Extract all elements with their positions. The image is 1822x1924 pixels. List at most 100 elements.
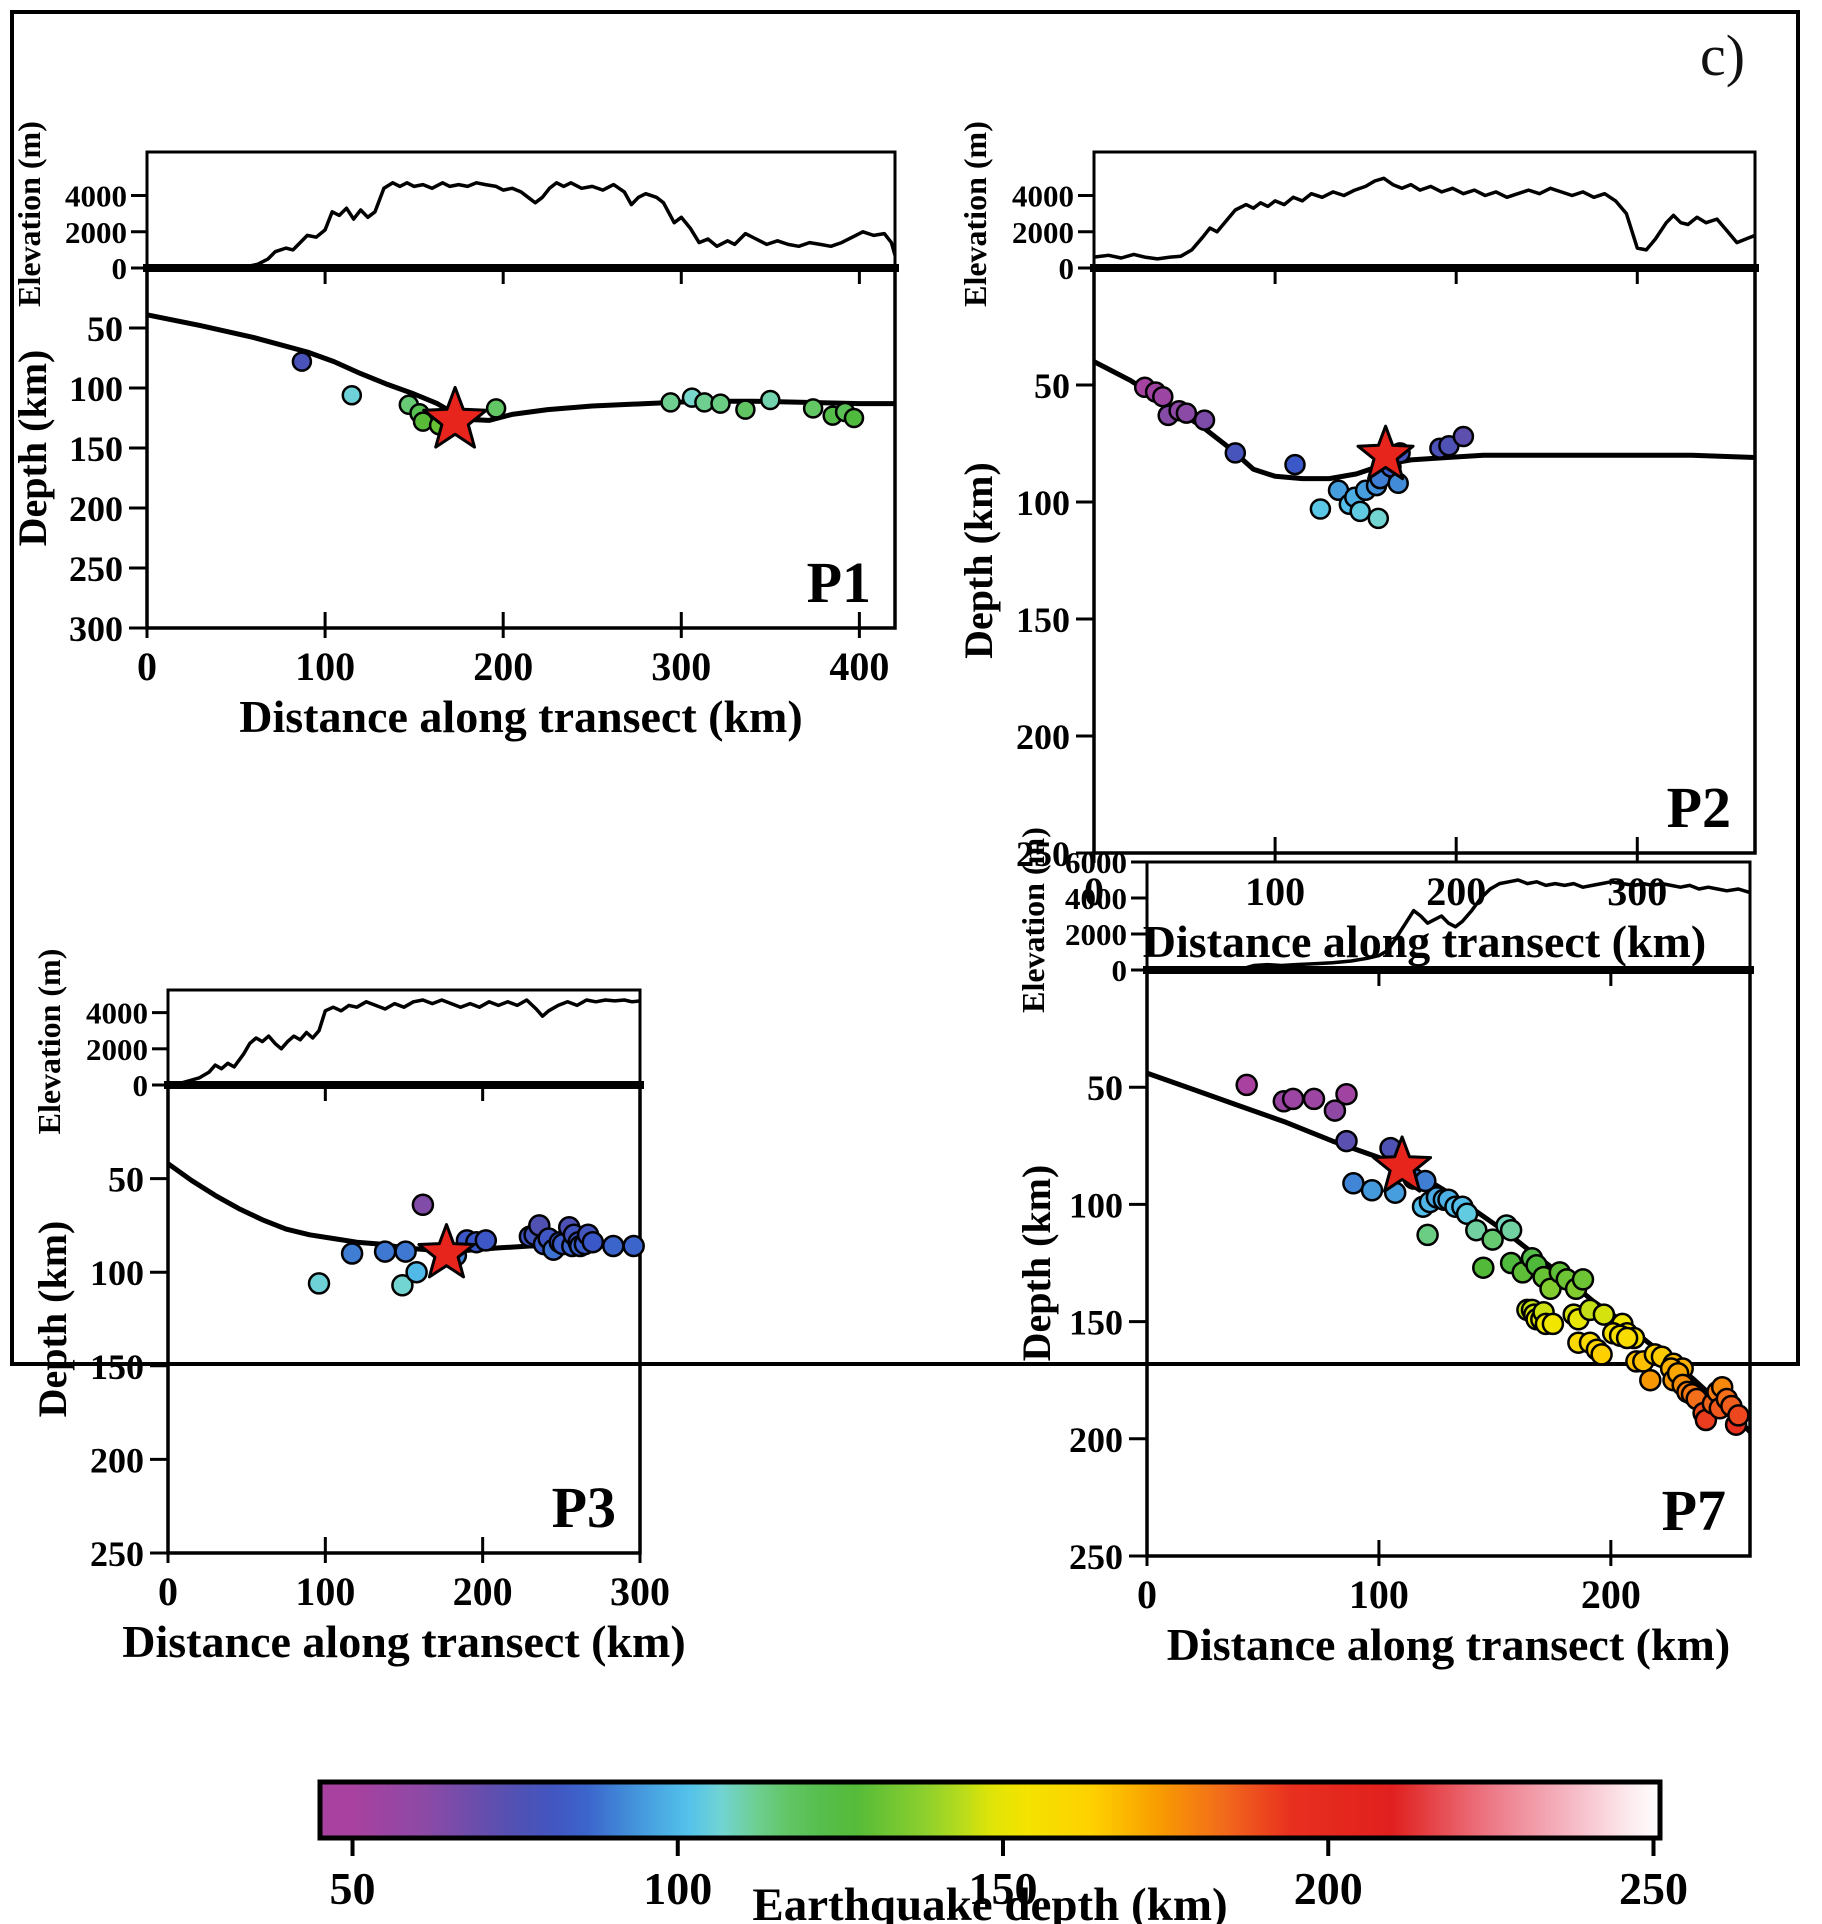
earthquake-point: [1193, 409, 1216, 431]
depth-tick-label: 200: [1069, 1420, 1123, 1460]
elevation-tick-label: 2000: [1065, 917, 1127, 952]
x-axis-title: Distance along transect (km): [1167, 1619, 1730, 1670]
earthquake-point: [1335, 1129, 1358, 1153]
depth-tick-label: 100: [90, 1253, 144, 1293]
earthquake-point: [710, 393, 731, 414]
elevation-tick-label: 4000: [86, 996, 148, 1031]
depth-tick-label: 50: [1034, 366, 1070, 406]
earthquake-point: [660, 392, 681, 413]
x-tick-label: 0: [158, 1569, 178, 1614]
mainshock-star: [417, 1223, 476, 1279]
x-tick-label: 0: [137, 644, 157, 689]
earthquake-point: [1309, 498, 1332, 520]
earthquake-point: [1639, 1368, 1662, 1392]
colorbar-tick-label: 50: [330, 1863, 376, 1914]
x-tick-label: 300: [651, 644, 711, 689]
x-axis-title: Distance along transect (km): [122, 1616, 685, 1667]
elevation-tick-label: 2000: [65, 215, 127, 250]
earthquake-point: [1284, 453, 1306, 476]
earthquake-point: [307, 1272, 331, 1295]
earthquake-point: [1539, 1277, 1562, 1301]
earthquake-point: [1465, 1218, 1488, 1242]
earthquake-point: [485, 398, 507, 419]
earthquake-point: [340, 1242, 364, 1265]
earthquake-point: [1235, 1073, 1258, 1097]
depth-tick-label: 50: [1087, 1068, 1123, 1108]
elevation-profile-line: [1093, 176, 1756, 261]
depth-axis-title: Depth (km): [30, 1221, 75, 1418]
earthquake-point: [411, 1193, 435, 1217]
colorbar-tick-label: 250: [1619, 1863, 1688, 1914]
depth-tick-label: 100: [1016, 483, 1070, 523]
earthquake-point: [291, 351, 313, 372]
elevation-tick-label: 6000: [1065, 845, 1127, 880]
panel-tag: P3: [552, 1475, 616, 1540]
elevation-axis-title: Elevation (m): [31, 949, 67, 1135]
figure-panel-letter: c): [1700, 23, 1746, 88]
x-tick-label: 100: [1245, 869, 1305, 914]
depth-tick-label: 250: [69, 549, 123, 589]
earthquake-point: [802, 398, 824, 419]
x-tick-label: 200: [473, 644, 533, 689]
colorbar-tick-label: 200: [1294, 1863, 1363, 1914]
depth-tick-label: 150: [1069, 1303, 1123, 1343]
earthquake-point: [1481, 1228, 1504, 1251]
x-tick-label: 100: [295, 644, 355, 689]
earthquake-point: [1224, 442, 1247, 464]
earthquake-point: [1152, 385, 1174, 408]
earthquake-point: [1323, 1099, 1347, 1122]
depth-axis-title: Depth (km): [956, 462, 1001, 659]
x-tick-label: 200: [453, 1569, 513, 1614]
elevation-tick-label: 0: [1112, 953, 1128, 988]
earthquake-point: [581, 1230, 605, 1254]
earthquake-point: [391, 1274, 414, 1297]
elevation-tick-label: 0: [133, 1068, 149, 1103]
mainshock-star: [1356, 424, 1415, 481]
earthquake-point: [1590, 1343, 1613, 1366]
earthquake-point: [1302, 1087, 1326, 1111]
x-tick-label: 0: [1137, 1572, 1157, 1617]
depth-tick-label: 100: [1069, 1185, 1123, 1225]
earthquake-point: [843, 407, 865, 429]
depth-box: [145, 266, 897, 630]
elevation-profile-line: [1147, 878, 1751, 972]
earthquake-point: [341, 384, 363, 406]
earthquake-point: [1727, 1404, 1750, 1427]
x-tick-label: 0: [1084, 869, 1104, 914]
depth-tick-label: 250: [90, 1534, 144, 1574]
mainshock-star: [422, 385, 488, 449]
panel-tag: P2: [1667, 775, 1731, 840]
colorbar-bar: [317, 1779, 1663, 1841]
earthquake-point: [373, 1240, 397, 1263]
earthquake-point: [1416, 1223, 1439, 1247]
depth-box: [1145, 968, 1752, 1558]
earthquake-point: [1342, 1172, 1365, 1195]
elevation-tick-label: 0: [1059, 251, 1075, 286]
slab-line: [1146, 1070, 1752, 1434]
depth-tick-label: 100: [69, 369, 123, 409]
elevation-box: [145, 150, 897, 270]
elevation-tick-label: 0: [112, 251, 128, 286]
elevation-profile-line: [146, 181, 897, 269]
depth-tick-label: 250: [1016, 834, 1070, 874]
earthquake-point: [1281, 1087, 1305, 1111]
slab-line: [146, 312, 895, 423]
elevation-tick-label: 2000: [1012, 215, 1074, 250]
earthquake-point: [622, 1234, 645, 1258]
depth-tick-label: 200: [90, 1440, 144, 1480]
x-tick-label: 300: [1607, 869, 1667, 914]
x-tick-label: 100: [1349, 1572, 1409, 1617]
elevation-axis-title: Elevation (m): [1015, 827, 1051, 1013]
x-tick-label: 200: [1426, 869, 1486, 914]
x-tick-label: 400: [829, 644, 889, 689]
earthquake-point: [1615, 1326, 1639, 1350]
x-tick-label: 200: [1581, 1572, 1641, 1617]
earthquake-point: [1360, 1179, 1384, 1202]
depth-tick-label: 250: [1069, 1537, 1123, 1577]
figure-border: [10, 10, 1800, 1366]
